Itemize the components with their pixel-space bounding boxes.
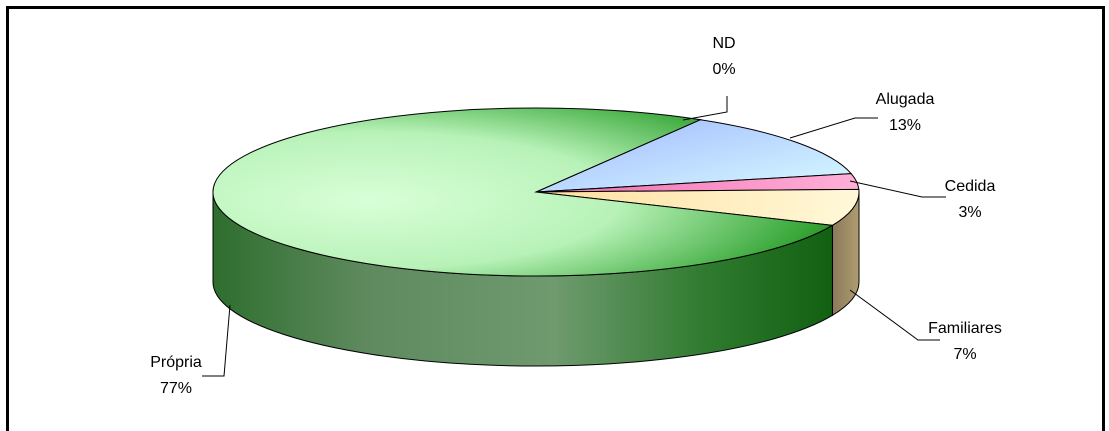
pie-slice-prpria [212,107,834,277]
leader-line-familiares [849,289,940,341]
slice-label-alugada: Alugada [876,91,935,108]
pie-slice-familiares [535,188,860,226]
slice-pct-familiares: 7% [953,346,976,363]
slice-label-cedida: Cedida [945,178,996,195]
slice-label-familiares: Familiares [928,320,1002,337]
chart-frame [6,6,1105,431]
slice-label-prpria: Própria [150,354,202,371]
leader-line-nd [682,96,728,121]
pie-slice-alugada [535,119,853,193]
leader-line-alugada [789,117,878,139]
slice-pct-cedida: 3% [958,204,981,221]
leader-line-cedida [849,180,946,198]
slice-pct-alugada: 13% [889,117,921,134]
leader-line-prpria [202,304,231,377]
slice-pct-nd: 0% [712,61,735,78]
slice-label-nd: ND [712,35,735,52]
slice-pct-prpria: 77% [160,380,192,397]
